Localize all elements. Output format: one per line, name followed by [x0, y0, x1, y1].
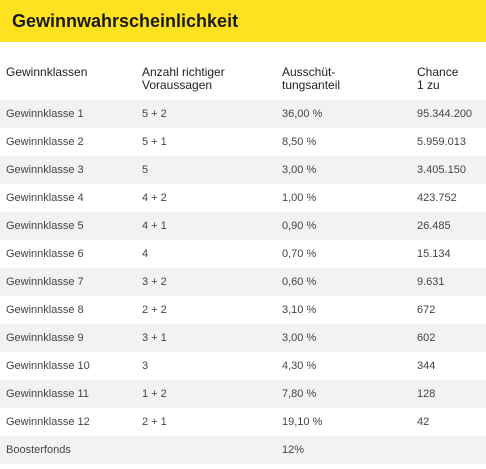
cell-klasse: Gewinnklasse 11 [6, 388, 89, 400]
cell-klasse: Gewinnklasse 8 [6, 304, 84, 316]
cell-voraussagen: 4 + 2 [142, 192, 167, 204]
cell-anteil: 4,30 % [282, 360, 317, 372]
cell-chance: 602 [417, 332, 436, 344]
cell-voraussagen: 2 + 1 [142, 416, 167, 428]
cell-chance: 9.631 [417, 276, 445, 288]
cell-anteil: 1,00 % [282, 192, 317, 204]
cell-chance: 15.134 [417, 248, 451, 260]
cell-chance: 26.485 [417, 220, 451, 232]
cell-anteil: 7,80 % [282, 388, 317, 400]
cell-voraussagen: 2 + 2 [142, 304, 167, 316]
cell-anteil: 8,50 % [282, 136, 317, 148]
cell-voraussagen: 1 + 2 [142, 388, 167, 400]
cell-chance: 128 [417, 388, 436, 400]
cell-voraussagen: 5 + 2 [142, 108, 167, 120]
table-row: Gewinnklasse 3 5 3,00 % 3.405.150 [0, 156, 486, 184]
table-row: Gewinnklasse 5 4 + 1 0,90 % 26.485 [0, 212, 486, 240]
cell-anteil: 36,00 % [282, 108, 323, 120]
cell-voraussagen: 5 + 1 [142, 136, 167, 148]
column-header-anteil: Ausschüt- tungsanteil [282, 65, 341, 92]
table-header: Gewinnklassen Anzahl richtiger Voraussag… [0, 42, 486, 100]
cell-anteil: 0,60 % [282, 276, 317, 288]
cell-klasse: Gewinnklasse 7 [6, 276, 84, 288]
cell-chance: 5.959.013 [417, 136, 466, 148]
cell-chance: 42 [417, 416, 430, 428]
cell-klasse: Gewinnklasse 1 [6, 108, 84, 120]
cell-voraussagen: 3 + 2 [142, 276, 167, 288]
cell-anteil: 3,00 % [282, 332, 317, 344]
table-row: Gewinnklasse 7 3 + 2 0,60 % 9.631 [0, 268, 486, 296]
cell-voraussagen: 3 + 1 [142, 332, 167, 344]
cell-voraussagen: 4 + 1 [142, 220, 167, 232]
table-row: Gewinnklasse 6 4 0,70 % 15.134 [0, 240, 486, 268]
cell-klasse: Gewinnklasse 2 [6, 136, 84, 148]
table-row: Gewinnklasse 2 5 + 1 8,50 % 5.959.013 [0, 128, 486, 156]
cell-chance: 423.752 [417, 192, 457, 204]
cell-voraussagen: 5 [142, 164, 149, 176]
column-header-gewinnklassen: Gewinnklassen [6, 65, 88, 79]
cell-anteil: 3,00 % [282, 164, 317, 176]
table-row: Gewinnklasse 12 2 + 1 19,10 % 42 [0, 408, 486, 436]
column-header-chance: Chance 1 zu [417, 65, 459, 92]
cell-klasse: Gewinnklasse 12 [6, 416, 90, 428]
header-bar: Gewinnwahrscheinlichkeit [0, 0, 486, 42]
cell-anteil: 19,10 % [282, 416, 323, 428]
cell-klasse: Gewinnklasse 9 [6, 332, 84, 344]
cell-klasse: Boosterfonds [6, 444, 71, 456]
cell-voraussagen: 4 [142, 248, 149, 260]
cell-chance: 95.344.200 [417, 108, 473, 120]
cell-anteil: 0,70 % [282, 248, 317, 260]
odds-table: Gewinnklassen Anzahl richtiger Voraussag… [0, 42, 486, 464]
cell-voraussagen: 3 [142, 360, 149, 372]
cell-klasse: Gewinnklasse 4 [6, 192, 84, 204]
table-row: Gewinnklasse 11 1 + 2 7,80 % 128 [0, 380, 486, 408]
cell-chance: 3.405.150 [417, 164, 466, 176]
table-row: Gewinnklasse 8 2 + 2 3,10 % 672 [0, 296, 486, 324]
cell-chance: 672 [417, 304, 436, 316]
cell-anteil: 0,90 % [282, 220, 317, 232]
table-row: Gewinnklasse 10 3 4,30 % 344 [0, 352, 486, 380]
table-row: Boosterfonds 12% [0, 436, 486, 464]
cell-anteil: 12% [282, 444, 305, 456]
page-title: Gewinnwahrscheinlichkeit [12, 10, 239, 31]
cell-anteil: 3,10 % [282, 304, 317, 316]
table-row: Gewinnklasse 9 3 + 1 3,00 % 602 [0, 324, 486, 352]
cell-chance: 344 [417, 360, 436, 372]
cell-klasse: Gewinnklasse 10 [6, 360, 90, 372]
column-header-voraussagen: Anzahl richtiger Voraussagen [142, 65, 225, 92]
cell-klasse: Gewinnklasse 6 [6, 248, 84, 260]
cell-klasse: Gewinnklasse 3 [6, 164, 84, 176]
cell-klasse: Gewinnklasse 5 [6, 220, 84, 232]
table-row: Gewinnklasse 4 4 + 2 1,00 % 423.752 [0, 184, 486, 212]
table-row: Gewinnklasse 1 5 + 2 36,00 % 95.344.200 [0, 100, 486, 128]
